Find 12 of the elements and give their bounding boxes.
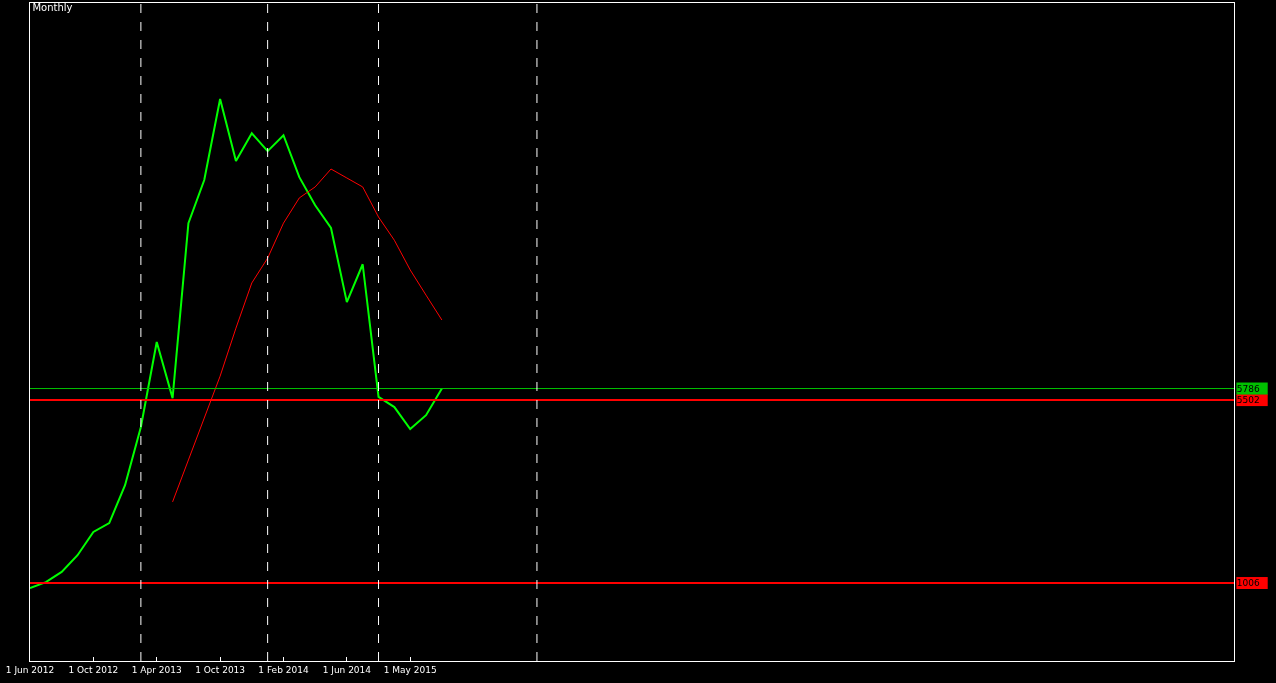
x-tick-label: 1 Oct 2013 — [195, 664, 246, 675]
line-series — [30, 98, 443, 590]
chart-title: Monthly — [32, 2, 73, 14]
y-tick-label: 1006 — [1236, 578, 1260, 589]
y-tick-label: 5502 — [1236, 395, 1260, 406]
x-tick-label: 1 Oct 2012 — [68, 664, 119, 675]
x-tick-label: 1 Feb 2014 — [258, 664, 309, 675]
x-tick-label: 1 Jun 2012 — [5, 664, 55, 675]
x-tick-label: 1 May 2015 — [383, 664, 437, 675]
x-tick-label: 1 Jun 2014 — [322, 664, 372, 675]
x-tick-label: 1 Apr 2013 — [131, 664, 182, 675]
y-tick-label: 5786 — [1236, 383, 1260, 394]
